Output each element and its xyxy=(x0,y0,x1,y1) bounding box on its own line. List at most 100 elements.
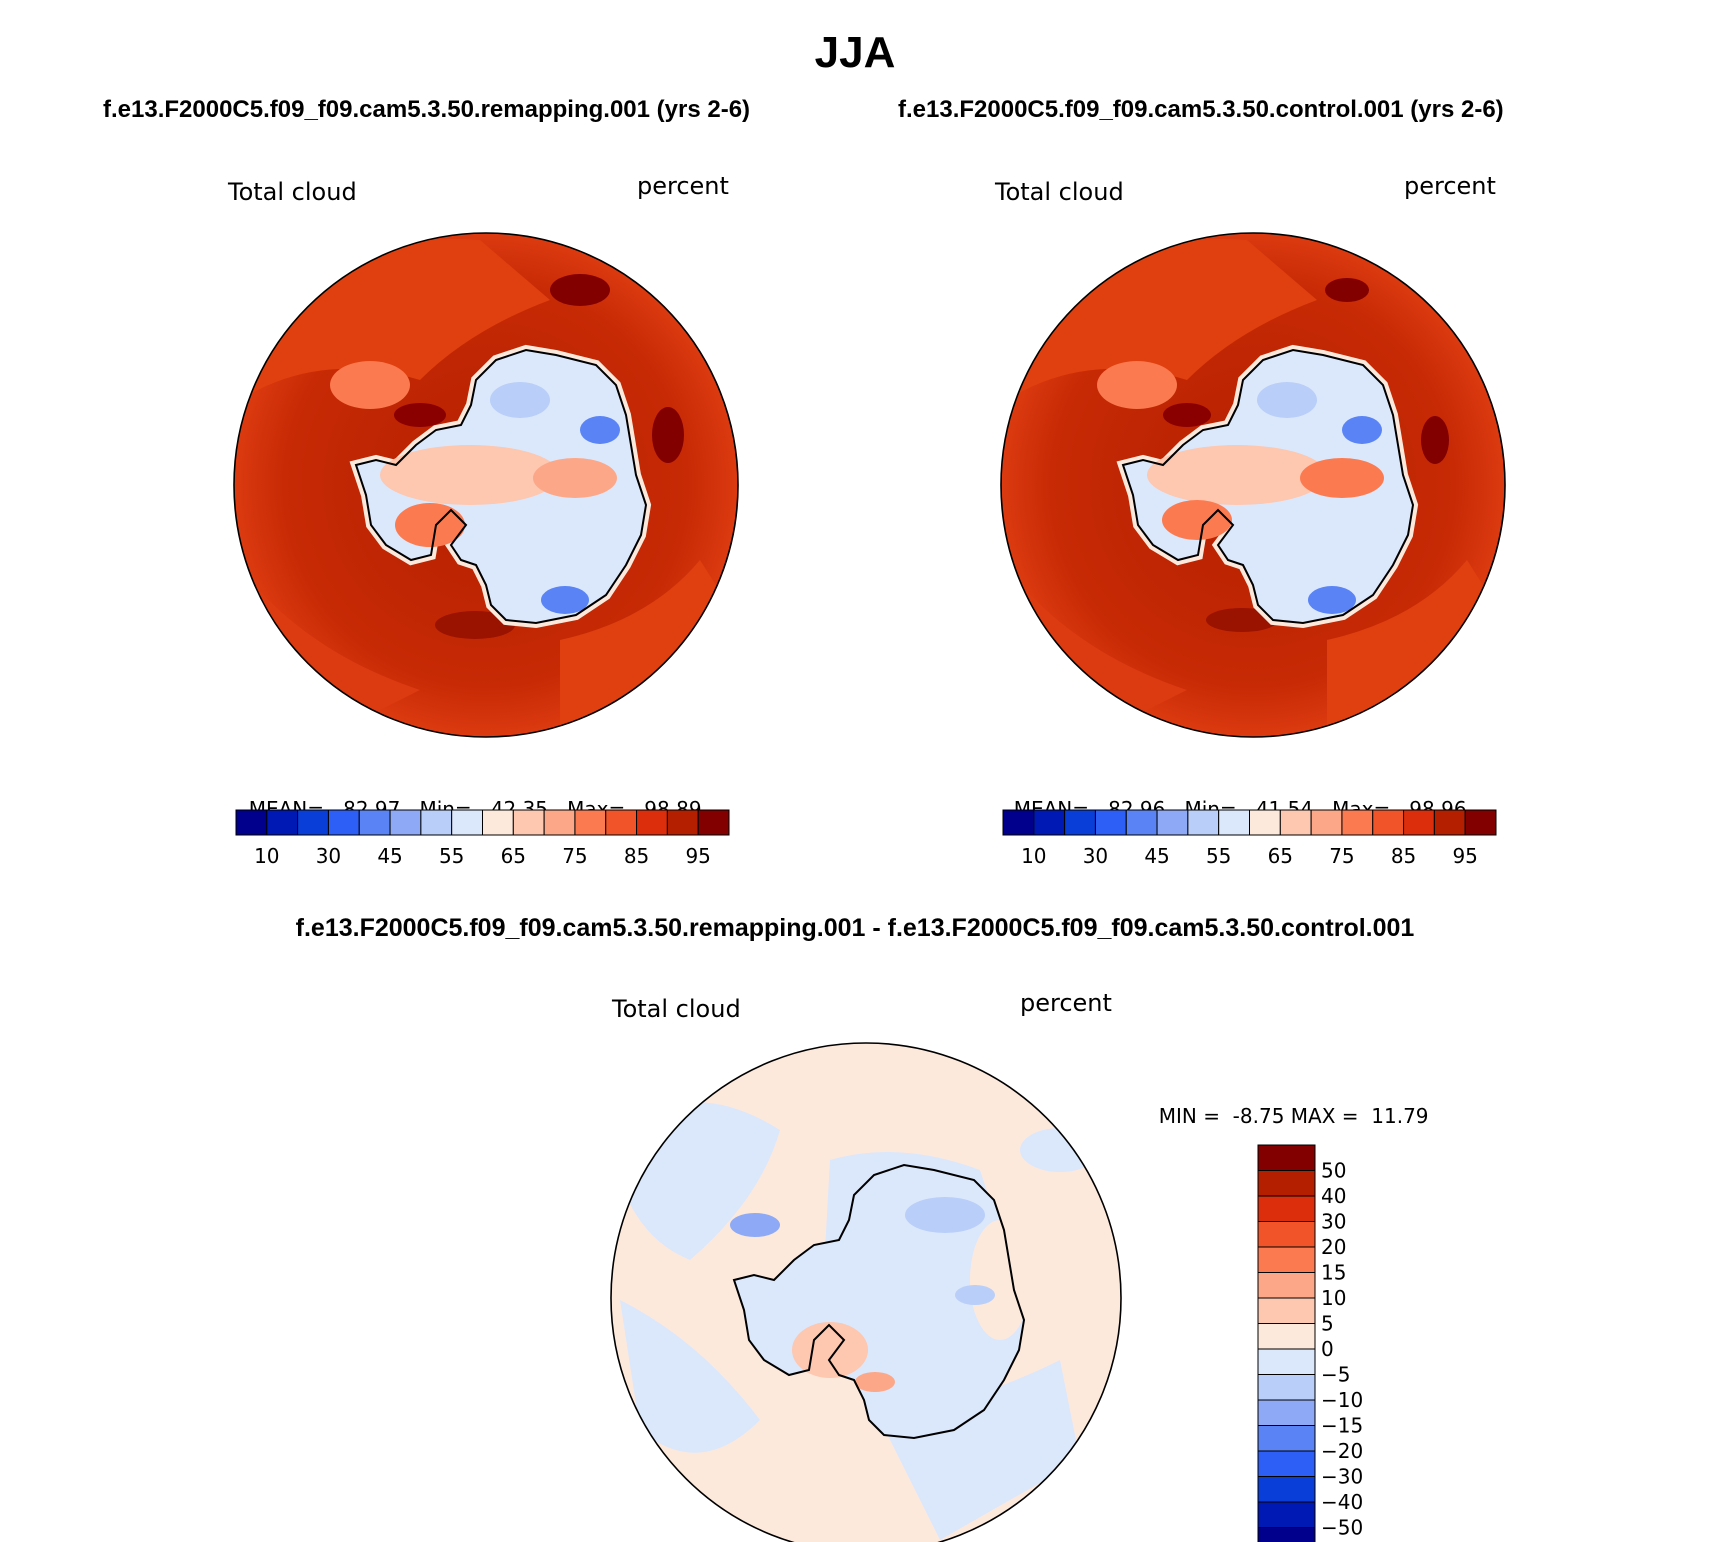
left-field-patch xyxy=(560,560,738,737)
right-map xyxy=(1000,232,1506,738)
diff-colorbar-tick-label: −5 xyxy=(1321,1363,1350,1387)
left-colorbar-box xyxy=(235,809,268,836)
right-field-patch xyxy=(1421,416,1449,464)
diff-colorbar-tick-label: −40 xyxy=(1321,1490,1363,1514)
diff-colorbar-tick-label: 0 xyxy=(1321,1337,1334,1361)
right-colorbar-box xyxy=(1156,809,1189,836)
diff-min-label: MIN = xyxy=(1158,1104,1220,1128)
diff-panel-title: f.e13.F2000C5.f09_f09.cam5.3.50.remappin… xyxy=(295,914,1415,942)
right-colorbar-tick-label: 10 xyxy=(1021,844,1046,868)
diff-field-patch xyxy=(855,1372,895,1392)
left-field-patch xyxy=(435,611,515,639)
left-variable-label: Total cloud xyxy=(228,178,357,206)
right-colorbar-tick-label: 45 xyxy=(1144,844,1169,868)
right-field-patch xyxy=(1163,403,1211,427)
left-field-patch xyxy=(380,445,560,505)
right-field-patch xyxy=(1300,458,1384,498)
left-colorbar-tick-label: 55 xyxy=(439,844,464,868)
right-panel-title: f.e13.F2000C5.f09_f09.cam5.3.50.control.… xyxy=(898,96,1504,123)
right-colorbar-tick-label: 55 xyxy=(1206,844,1231,868)
right-colorbar-box xyxy=(1403,809,1435,836)
diff-colorbar-box xyxy=(1257,1450,1316,1477)
left-colorbar-tick-label: 95 xyxy=(685,844,710,868)
diff-colorbar-box xyxy=(1257,1297,1316,1324)
right-field-patch xyxy=(1308,586,1356,614)
left-colorbar-box xyxy=(266,809,299,836)
diff-map xyxy=(610,1042,1122,1542)
left-units-label: percent xyxy=(637,172,729,200)
right-colorbar-tick-label: 85 xyxy=(1391,844,1416,868)
diff-field-patch xyxy=(980,1089,1040,1121)
diff-colorbar-box xyxy=(1257,1399,1316,1426)
left-colorbar-tick-label: 30 xyxy=(316,844,341,868)
left-colorbar-box xyxy=(636,809,668,836)
right-field-patch xyxy=(1097,361,1177,409)
diff-colorbar-tick-label: −30 xyxy=(1321,1465,1363,1489)
diff-colorbar-box xyxy=(1257,1501,1316,1528)
diff-colorbar-box xyxy=(1257,1374,1316,1401)
diff-colorbar-tick-label: 40 xyxy=(1321,1184,1346,1208)
left-colorbar: 10 30 45 55 65 75 85 95 xyxy=(235,809,730,868)
left-map-border xyxy=(233,232,739,738)
left-field-patch xyxy=(490,382,550,418)
right-colorbar-box xyxy=(1064,809,1096,836)
left-colorbar-box xyxy=(327,809,360,836)
left-colorbar-box xyxy=(697,809,730,836)
diff-stats: MIN = -8.75 MAX = 11.79 xyxy=(1146,1080,1429,1128)
right-colorbar-box xyxy=(1033,809,1066,836)
diff-max-label: MAX = xyxy=(1290,1104,1359,1128)
right-field-patch xyxy=(1162,500,1232,540)
diff-colorbar-tick-label: −50 xyxy=(1321,1516,1363,1540)
diff-colorbar-box xyxy=(1257,1272,1316,1299)
right-colorbar-box xyxy=(1187,809,1220,836)
left-colorbar-tick-label: 65 xyxy=(501,844,526,868)
left-panel-title: f.e13.F2000C5.f09_f09.cam5.3.50.remappin… xyxy=(103,96,751,123)
diff-colorbar-tick-label: 10 xyxy=(1321,1286,1346,1310)
diff-units-label: percent xyxy=(1020,989,1112,1017)
left-colorbar-box xyxy=(451,809,483,836)
left-colorbar-box xyxy=(482,809,514,836)
diff-colorbar-tick-label: 5 xyxy=(1321,1312,1334,1336)
right-colorbar-box xyxy=(1464,809,1497,836)
right-field-patch xyxy=(1342,416,1382,444)
right-colorbar-box xyxy=(1341,809,1374,836)
diff-colorbar-tick-label: 50 xyxy=(1321,1159,1346,1183)
right-field-patch xyxy=(1327,560,1505,737)
left-field-patch xyxy=(394,403,446,427)
right-colorbar-box xyxy=(1249,809,1281,836)
left-field-patch xyxy=(652,407,684,463)
left-colorbar-tick-label: 85 xyxy=(624,844,649,868)
left-colorbar-box xyxy=(420,809,453,836)
diff-colorbar-box xyxy=(1257,1476,1316,1503)
left-field-patch xyxy=(580,416,620,444)
diff-map-border xyxy=(610,1042,1122,1542)
right-map-border xyxy=(1000,232,1506,738)
diff-colorbar-tick-label: −20 xyxy=(1321,1439,1363,1463)
diff-field-patch xyxy=(905,1197,985,1233)
left-map xyxy=(233,232,739,738)
diff-field-patch xyxy=(970,1220,1030,1340)
right-colorbar-box xyxy=(1094,809,1127,836)
right-colorbar-box xyxy=(1125,809,1158,836)
figure-title: JJA xyxy=(814,28,896,77)
diff-colorbar-box xyxy=(1257,1323,1316,1350)
diff-colorbar-tick-label: −10 xyxy=(1321,1388,1363,1412)
right-colorbar-tick-label: 30 xyxy=(1083,844,1108,868)
left-colorbar-box xyxy=(666,809,699,836)
left-field-patch xyxy=(541,586,589,614)
diff-colorbar-box xyxy=(1257,1425,1316,1452)
diff-colorbar-box xyxy=(1257,1527,1316,1542)
left-colorbar-tick-label: 45 xyxy=(377,844,402,868)
diff-colorbar-tick-label: 15 xyxy=(1321,1261,1346,1285)
diff-colorbar-tick-label: 30 xyxy=(1321,1210,1346,1234)
right-colorbar-tick-label: 75 xyxy=(1329,844,1354,868)
diff-colorbar-box xyxy=(1257,1246,1316,1273)
right-field-patch xyxy=(1325,278,1369,302)
right-colorbar-box xyxy=(1279,809,1312,836)
diff-field-patch xyxy=(955,1285,995,1305)
diff-field-patch xyxy=(620,1300,760,1453)
left-colorbar-box xyxy=(543,809,576,836)
diff-colorbar-tick-label: −15 xyxy=(1321,1414,1363,1438)
diff-field-patch xyxy=(880,1360,1080,1540)
